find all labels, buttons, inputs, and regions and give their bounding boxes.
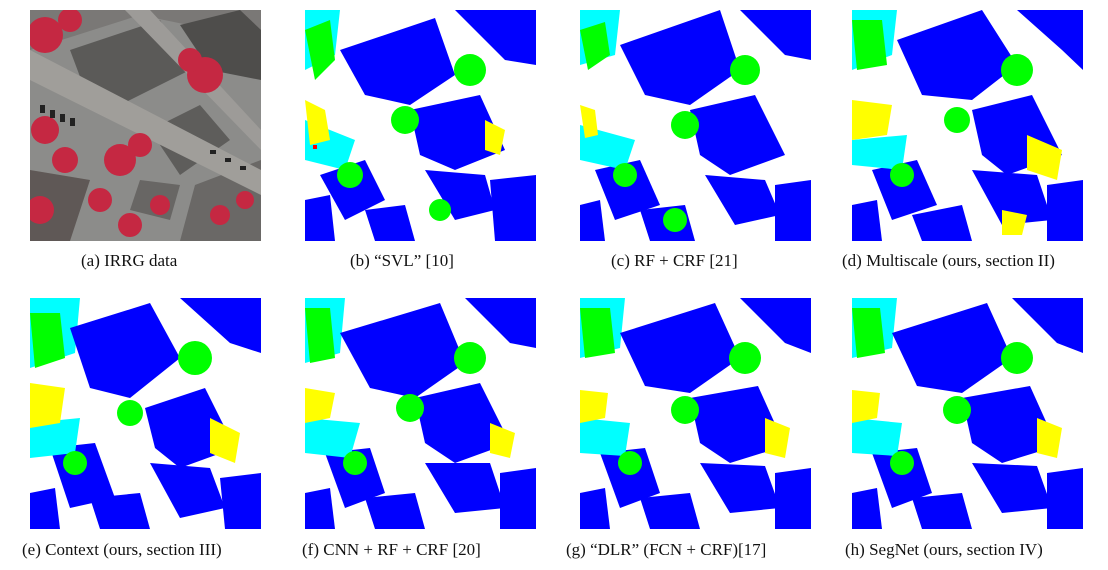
multiscale-segmentation-map (852, 10, 1083, 241)
rf-crf-segmentation-map (580, 10, 811, 241)
svl-segmentation-map (305, 10, 536, 241)
cnn-rf-crf-segmentation-panel (305, 298, 536, 529)
caption-g: (g) “DLR” (FCN + CRF)[17] (566, 540, 767, 559)
segnet-segmentation-map (852, 298, 1083, 529)
context-segmentation-panel (30, 298, 261, 529)
segnet-segmentation-panel (852, 298, 1083, 529)
irrg-image (30, 10, 261, 241)
caption-f: (f) CNN + RF + CRF [20] (302, 540, 481, 559)
rf-crf-segmentation-panel (580, 10, 811, 241)
dlr-segmentation-map (580, 298, 811, 529)
dlr-segmentation-panel (580, 298, 811, 529)
multiscale-segmentation-panel (852, 10, 1083, 241)
cnn-rf-crf-segmentation-map (305, 298, 536, 529)
caption-a: (a) IRRG data (81, 251, 178, 270)
caption-b: (b) “SVL” [10] (350, 251, 454, 270)
context-segmentation-map (30, 298, 261, 529)
irrg-image-panel (30, 10, 261, 241)
caption-h: (h) SegNet (ours, section IV) (845, 540, 1043, 559)
caption-c: (c) RF + CRF [21] (611, 251, 738, 270)
caption-e: (e) Context (ours, section III) (22, 540, 222, 559)
svl-segmentation-panel (305, 10, 536, 241)
caption-d: (d) Multiscale (ours, section II) (842, 251, 1055, 270)
